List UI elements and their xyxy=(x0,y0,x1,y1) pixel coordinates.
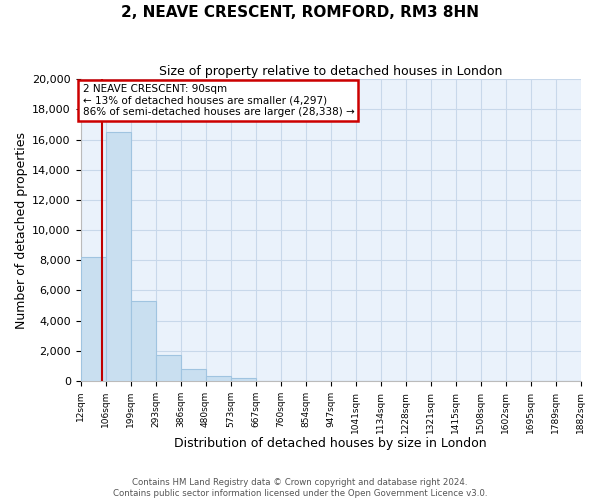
Y-axis label: Number of detached properties: Number of detached properties xyxy=(15,132,28,328)
Bar xyxy=(131,301,155,381)
Bar xyxy=(206,376,230,381)
Text: 2 NEAVE CRESCENT: 90sqm
← 13% of detached houses are smaller (4,297)
86% of semi: 2 NEAVE CRESCENT: 90sqm ← 13% of detache… xyxy=(83,84,354,117)
Title: Size of property relative to detached houses in London: Size of property relative to detached ho… xyxy=(159,65,502,78)
X-axis label: Distribution of detached houses by size in London: Distribution of detached houses by size … xyxy=(174,437,487,450)
Bar xyxy=(155,354,181,381)
Bar xyxy=(80,257,106,381)
Text: Contains HM Land Registry data © Crown copyright and database right 2024.
Contai: Contains HM Land Registry data © Crown c… xyxy=(113,478,487,498)
Bar xyxy=(181,369,206,381)
Text: 2, NEAVE CRESCENT, ROMFORD, RM3 8HN: 2, NEAVE CRESCENT, ROMFORD, RM3 8HN xyxy=(121,5,479,20)
Bar xyxy=(230,378,256,381)
Bar xyxy=(106,132,131,381)
